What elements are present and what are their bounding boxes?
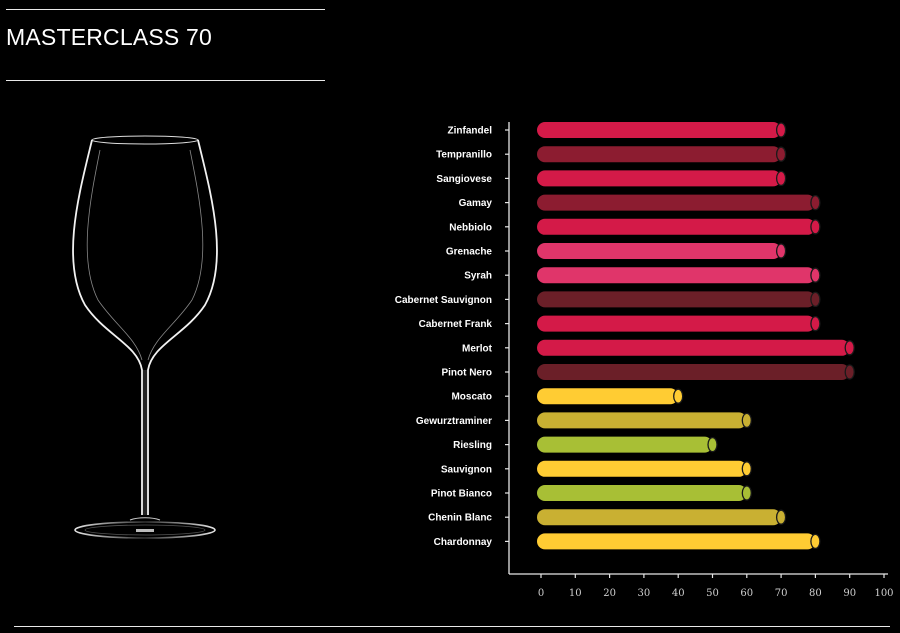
bar-cap bbox=[844, 364, 855, 380]
x-tick-label: 20 bbox=[603, 588, 616, 599]
bar-cap bbox=[707, 436, 718, 453]
bar bbox=[505, 243, 787, 259]
bar-cap bbox=[775, 243, 787, 259]
bar bbox=[505, 412, 752, 429]
category-label: Gamay bbox=[459, 198, 493, 209]
bar-body bbox=[537, 339, 850, 356]
bar bbox=[505, 485, 752, 501]
bar-body bbox=[537, 485, 747, 501]
bar-body bbox=[537, 460, 747, 477]
x-tick-label: 90 bbox=[843, 588, 856, 599]
bar bbox=[505, 170, 787, 187]
category-label: Sangiovese bbox=[436, 174, 492, 185]
bar-body bbox=[537, 170, 782, 187]
bar-cap bbox=[775, 509, 787, 525]
category-label: Merlot bbox=[462, 343, 493, 354]
x-tick-label: 30 bbox=[638, 588, 651, 599]
bar-body bbox=[537, 364, 850, 380]
bar-cap bbox=[810, 219, 821, 235]
category-label: Grenache bbox=[446, 247, 493, 258]
bar-body bbox=[537, 412, 747, 429]
category-label: Sauvignon bbox=[441, 464, 492, 475]
bar-cap bbox=[775, 122, 787, 138]
category-label: Zinfandel bbox=[448, 126, 493, 137]
page-title: MASTERCLASS 70 bbox=[6, 24, 213, 50]
x-tick-label: 50 bbox=[706, 588, 719, 599]
category-label: Tempranillo bbox=[436, 150, 492, 161]
bar-body bbox=[537, 291, 816, 308]
bar bbox=[505, 460, 752, 477]
bar-body bbox=[537, 267, 816, 284]
bar-body bbox=[537, 509, 782, 526]
category-label: Pinot Nero bbox=[441, 368, 492, 379]
category-label: Pinot Bianco bbox=[431, 489, 492, 500]
bar bbox=[505, 291, 821, 308]
x-tick-label: 40 bbox=[672, 588, 685, 599]
category-label: Chardonnay bbox=[434, 537, 493, 548]
x-tick-label: 100 bbox=[874, 588, 893, 599]
category-label: Moscato bbox=[451, 392, 492, 403]
wine-glass-illustration bbox=[72, 135, 218, 539]
bar-body bbox=[537, 194, 816, 211]
bar-cap bbox=[673, 388, 684, 404]
bar-body bbox=[537, 388, 679, 405]
bar-cap bbox=[810, 291, 821, 308]
bar-cap bbox=[775, 146, 787, 162]
bar bbox=[505, 436, 718, 453]
x-tick-label: 80 bbox=[809, 588, 822, 599]
bar bbox=[505, 194, 821, 211]
bar bbox=[505, 218, 821, 235]
bar-body bbox=[537, 122, 782, 138]
bar-body bbox=[537, 146, 782, 163]
bar bbox=[505, 146, 787, 163]
bar bbox=[505, 388, 684, 405]
category-label: Cabernet Sauvignon bbox=[395, 295, 492, 306]
x-tick-label: 70 bbox=[775, 588, 788, 599]
bar bbox=[505, 533, 821, 550]
bar-cap bbox=[741, 485, 752, 501]
category-label: Syrah bbox=[464, 271, 492, 282]
bar bbox=[505, 339, 855, 356]
bar bbox=[505, 267, 821, 284]
bar bbox=[505, 364, 855, 380]
category-label: Gewurztraminer bbox=[416, 416, 492, 427]
category-label: Cabernet Frank bbox=[419, 319, 493, 330]
bar-cap bbox=[775, 170, 787, 187]
bar-cap bbox=[741, 412, 752, 429]
category-label: Nebbiolo bbox=[449, 222, 492, 233]
x-tick-label: 60 bbox=[740, 588, 753, 599]
bar-body bbox=[537, 218, 816, 235]
bar bbox=[505, 509, 787, 526]
bar bbox=[505, 315, 821, 332]
title-underline bbox=[6, 80, 325, 81]
bottom-rule bbox=[14, 626, 890, 627]
bar-cap bbox=[810, 533, 821, 550]
x-tick-label: 10 bbox=[569, 588, 582, 599]
bar-cap bbox=[741, 461, 752, 477]
bar-body bbox=[537, 533, 816, 550]
bar-cap bbox=[810, 315, 821, 332]
bar-cap bbox=[810, 194, 821, 211]
bar-cap bbox=[810, 267, 821, 283]
x-tick-label: 0 bbox=[538, 588, 544, 599]
top-rule bbox=[6, 9, 325, 10]
bar-body bbox=[537, 436, 713, 453]
bar-body bbox=[537, 243, 782, 259]
bar-body bbox=[537, 315, 816, 332]
bar-cap bbox=[844, 340, 855, 356]
category-label: Riesling bbox=[453, 440, 492, 451]
bar bbox=[505, 122, 787, 138]
category-label: Chenin Blanc bbox=[428, 513, 492, 524]
